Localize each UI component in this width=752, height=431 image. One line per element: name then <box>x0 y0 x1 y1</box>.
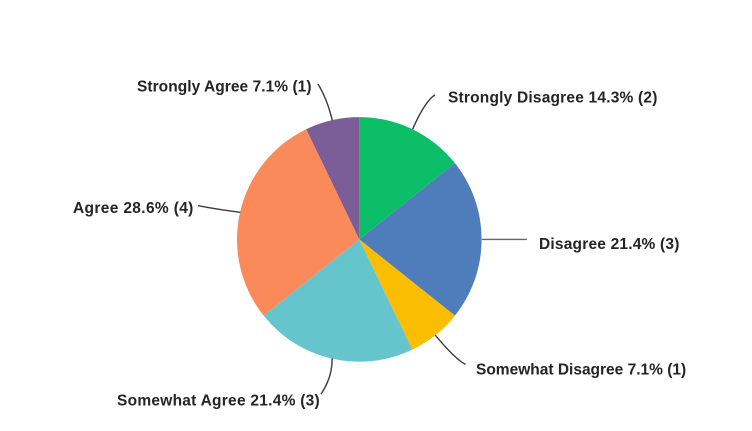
svg-text:Agree 28.6% (4): Agree 28.6% (4) <box>73 200 194 217</box>
svg-text:Somewhat Agree 21.4% (3): Somewhat Agree 21.4% (3) <box>117 393 320 410</box>
svg-text:Strongly Agree 7.1% (1): Strongly Agree 7.1% (1) <box>137 79 312 96</box>
svg-text:Disagree 21.4% (3): Disagree 21.4% (3) <box>539 236 680 253</box>
svg-text:Somewhat Disagree 7.1% (1): Somewhat Disagree 7.1% (1) <box>476 362 686 379</box>
svg-text:Strongly Disagree 14.3% (2): Strongly Disagree 14.3% (2) <box>448 90 658 107</box>
